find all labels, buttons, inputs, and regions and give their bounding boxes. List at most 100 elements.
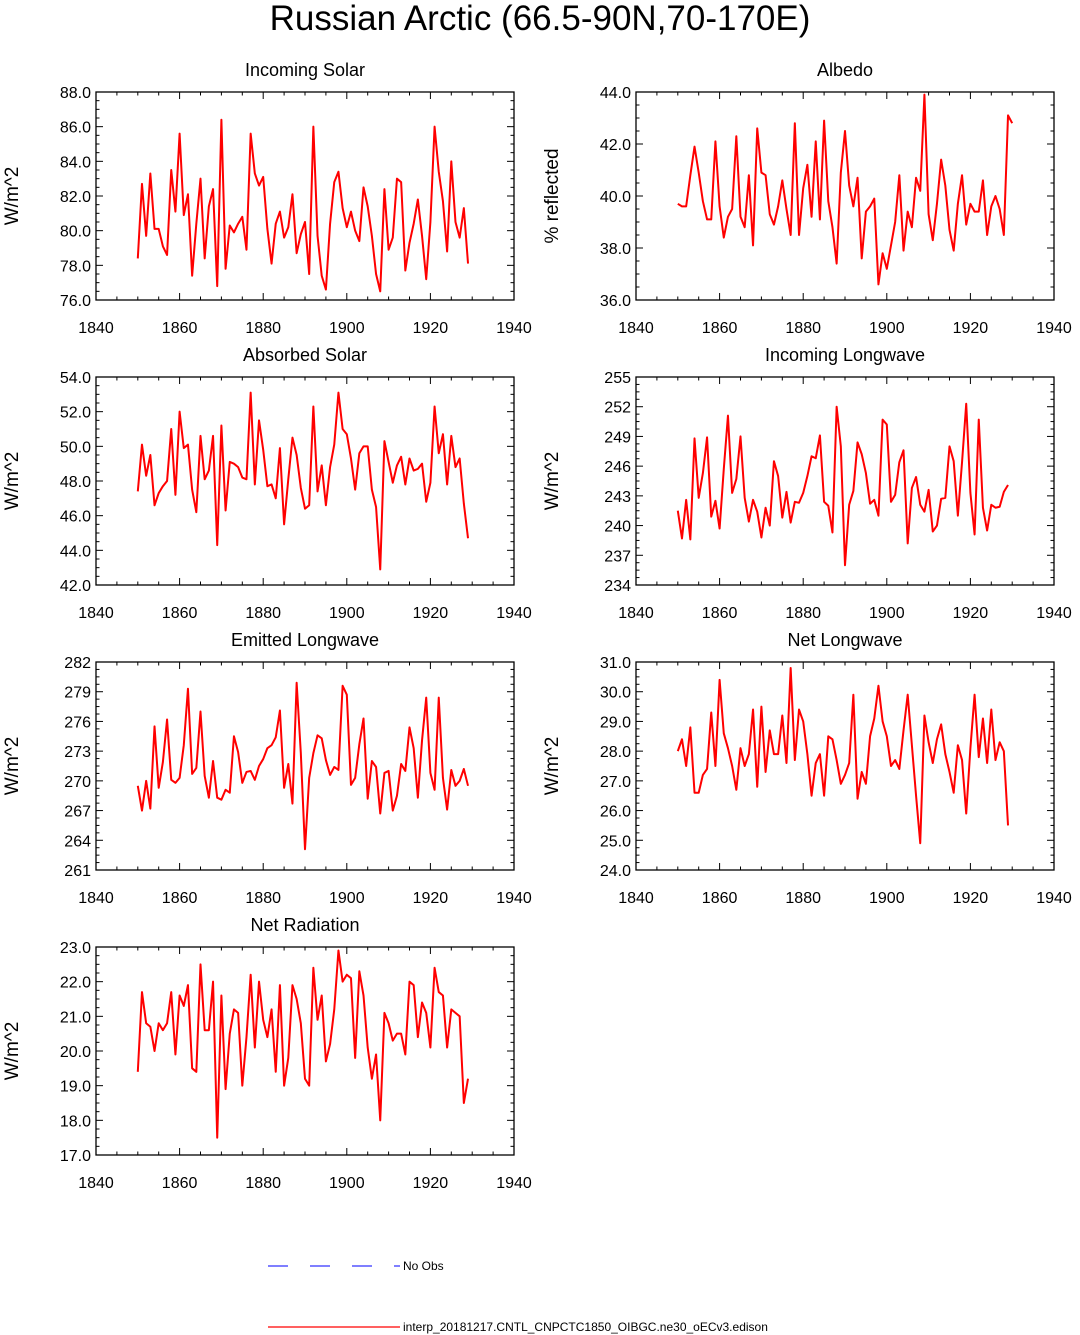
plot-frame (635, 661, 1055, 871)
x-tick-label: 1840 (618, 320, 654, 337)
y-tick-label: 276 (64, 714, 91, 731)
x-tick-label: 1840 (78, 1175, 114, 1192)
legend: No Obs interp_20181217.CNTL_CNPCTC1850_O… (268, 1259, 768, 1334)
x-tick-label: 1920 (413, 320, 449, 337)
panels: Incoming Solar W/m^2 1840 1860 1880 1900 1920 1… (2, 60, 1072, 1192)
y-tick-label: 78.0 (60, 258, 91, 275)
x-tick-label: 1940 (1036, 320, 1072, 337)
y-tick-label: 31.0 (600, 655, 631, 672)
y-tick-label: 40.0 (600, 189, 631, 206)
y-tick-label: 42.0 (60, 578, 91, 595)
legend-entry-model: interp_20181217.CNTL_CNPCTC1850_OIBGC.ne… (268, 1320, 768, 1334)
y-tick-label: 42.0 (600, 137, 631, 154)
x-tick-label: 1940 (496, 1175, 532, 1192)
plot-frame (95, 91, 515, 301)
y-axis-label: W/m^2 (2, 1022, 23, 1081)
panel-title: Net Longwave (787, 630, 902, 650)
x-tick-label: 1920 (953, 890, 989, 907)
x-tick-label: 1940 (496, 320, 532, 337)
x-tick-label: 1920 (413, 605, 449, 622)
x-tick-label: 1880 (785, 605, 821, 622)
y-tick-label: 44.0 (600, 85, 631, 102)
panel-incoming-solar: Incoming Solar W/m^2 1840 1860 1880 1900 1920 1… (2, 60, 532, 337)
panel-net-longwave: Net Longwave W/m^2 1840 1860 1880 1900 1920 194… (542, 630, 1072, 907)
panel-title: Incoming Solar (245, 60, 365, 80)
y-tick-label: 30.0 (600, 685, 631, 702)
x-tick-label: 1920 (953, 320, 989, 337)
x-tick-label: 1880 (785, 890, 821, 907)
x-tick-label: 1920 (953, 605, 989, 622)
panel-title: Emitted Longwave (231, 630, 379, 650)
x-tick-label: 1840 (618, 605, 654, 622)
x-tick-label: 1900 (329, 320, 365, 337)
x-tick-label: 1880 (245, 605, 281, 622)
y-tick-label: 246 (604, 459, 631, 476)
x-tick-label: 1920 (413, 1175, 449, 1192)
y-tick-label: 25.0 (600, 833, 631, 850)
x-tick-label: 1900 (869, 605, 905, 622)
plot-frame (635, 91, 1055, 301)
x-tick-label: 1880 (245, 320, 281, 337)
panel-net-radiation: Net Radiation W/m^2 1840 1860 1880 1900 1920 19… (2, 915, 532, 1192)
y-axis-label: W/m^2 (542, 737, 563, 796)
y-tick-label: 252 (604, 400, 631, 417)
series-line-net-longwave (676, 666, 1010, 845)
y-tick-label: 88.0 (60, 85, 91, 102)
x-tick-label: 1860 (702, 605, 738, 622)
panel-title: Albedo (817, 60, 873, 80)
x-tick-label: 1880 (245, 1175, 281, 1192)
x-tick-label: 1860 (162, 1175, 198, 1192)
y-tick-label: 273 (64, 744, 91, 761)
panel-title: Incoming Longwave (765, 345, 925, 365)
y-tick-label: 17.0 (60, 1148, 91, 1165)
x-tick-label: 1900 (329, 605, 365, 622)
series-line-net-radiation (136, 949, 470, 1139)
y-tick-label: 21.0 (60, 1009, 91, 1026)
y-tick-label: 54.0 (60, 370, 91, 387)
series-line-incoming-longwave (676, 402, 1009, 567)
y-tick-label: 36.0 (600, 293, 631, 310)
y-tick-label: 249 (604, 429, 631, 446)
y-axis-label: W/m^2 (2, 737, 23, 796)
legend-label-model: interp_20181217.CNTL_CNPCTC1850_OIBGC.ne… (403, 1320, 768, 1334)
x-tick-label: 1880 (785, 320, 821, 337)
y-tick-label: 48.0 (60, 474, 91, 491)
y-tick-label: 22.0 (60, 975, 91, 992)
x-tick-label: 1880 (245, 890, 281, 907)
x-tick-label: 1900 (329, 890, 365, 907)
y-tick-label: 279 (64, 685, 91, 702)
series-line-emitted-longwave (136, 681, 469, 851)
y-tick-label: 270 (64, 774, 91, 791)
x-tick-label: 1860 (162, 605, 198, 622)
legend-entry-no-obs: No Obs (268, 1259, 444, 1273)
y-tick-label: 261 (64, 863, 91, 880)
plot-frame (95, 376, 515, 586)
x-tick-label: 1940 (496, 605, 532, 622)
y-tick-label: 282 (64, 655, 91, 672)
y-axis-label: W/m^2 (542, 452, 563, 511)
y-tick-label: 237 (604, 548, 631, 565)
y-tick-label: 28.0 (600, 744, 631, 761)
y-tick-label: 19.0 (60, 1079, 91, 1096)
y-axis-label: % reflected (542, 148, 563, 243)
x-tick-label: 1840 (78, 605, 114, 622)
y-tick-label: 50.0 (60, 439, 91, 456)
x-tick-label: 1900 (869, 890, 905, 907)
panel-absorbed-solar: Absorbed Solar W/m^2 1840 1860 1880 1900 1920 1… (2, 345, 532, 622)
legend-label-no-obs: No Obs (403, 1259, 444, 1273)
x-tick-label: 1840 (618, 890, 654, 907)
panel-albedo: Albedo % reflected 1840 1860 1880 1900 1920 194… (542, 60, 1072, 337)
figure-title: Russian Arctic (66.5-90N,70-170E) (270, 0, 811, 38)
panel-title: Net Radiation (250, 915, 359, 935)
y-tick-label: 243 (604, 489, 631, 506)
y-tick-label: 234 (604, 578, 631, 595)
plot-frame (95, 946, 515, 1156)
y-tick-label: 46.0 (60, 509, 91, 526)
x-tick-label: 1840 (78, 320, 114, 337)
y-axis-label: W/m^2 (2, 452, 23, 511)
series-line-albedo (677, 93, 1014, 286)
y-tick-label: 267 (64, 804, 91, 821)
y-tick-label: 24.0 (600, 863, 631, 880)
series-line-absorbed-solar (136, 391, 470, 571)
